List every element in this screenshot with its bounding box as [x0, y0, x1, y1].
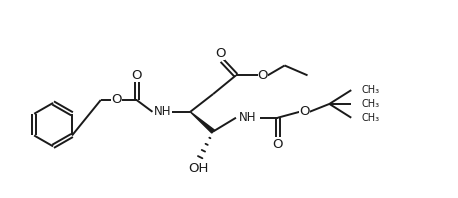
Text: CH₃: CH₃ — [361, 113, 379, 123]
Text: O: O — [111, 93, 122, 107]
Text: OH: OH — [188, 162, 208, 174]
Text: O: O — [131, 69, 142, 82]
Text: CH₃: CH₃ — [361, 85, 379, 95]
Text: O: O — [299, 105, 310, 118]
Text: O: O — [257, 69, 268, 82]
Text: O: O — [215, 47, 225, 60]
Text: NH: NH — [153, 105, 171, 118]
Text: CH₃: CH₃ — [361, 99, 379, 109]
Text: O: O — [273, 138, 283, 151]
Polygon shape — [190, 112, 214, 133]
Text: NH: NH — [239, 111, 256, 124]
